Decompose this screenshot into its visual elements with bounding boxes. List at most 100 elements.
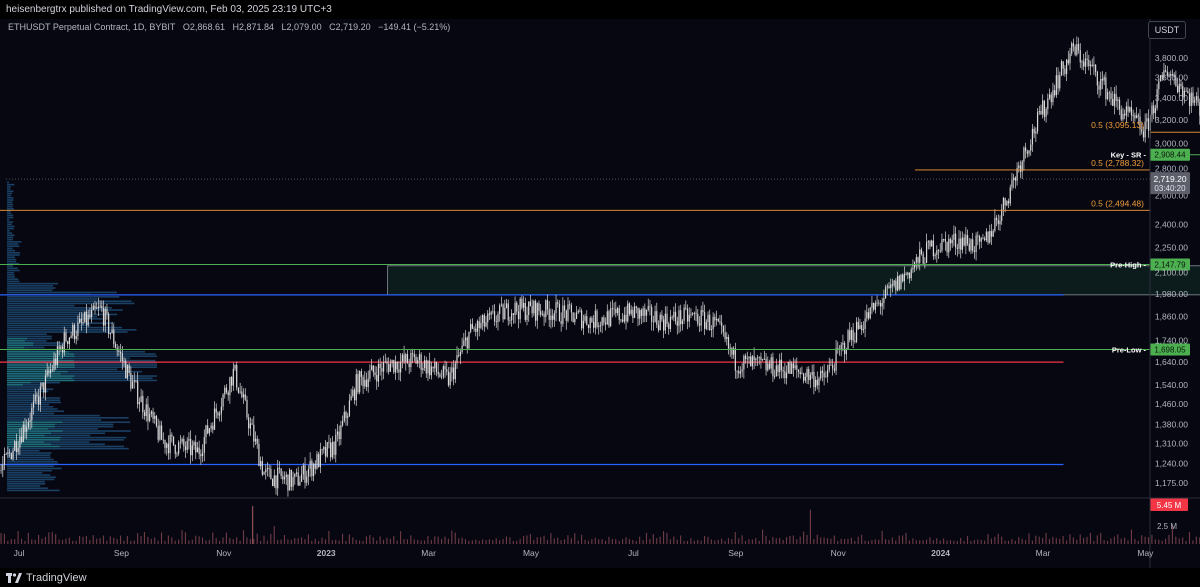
candle-body	[845, 349, 847, 355]
candle-body	[505, 303, 508, 308]
volume-bar	[963, 540, 965, 544]
volume-bar	[990, 538, 992, 544]
volume-profile-bar	[7, 428, 98, 430]
candle-body	[222, 394, 224, 407]
candle-body	[978, 236, 981, 242]
candle-body	[654, 311, 656, 322]
candle-body	[705, 322, 707, 329]
volume-profile-value-area	[7, 353, 74, 355]
currency-button[interactable]: USDT	[1148, 21, 1186, 39]
candle-body	[347, 416, 349, 418]
candle-body	[1081, 61, 1083, 63]
candle-body	[73, 324, 76, 340]
candle-body	[237, 387, 240, 393]
volume-profile-bar	[7, 183, 15, 186]
volume-bar	[748, 539, 750, 544]
volume-profile-bar	[7, 236, 14, 239]
candle-body	[1091, 64, 1093, 66]
candle-body	[734, 348, 736, 371]
volume-profile-bar	[7, 278, 19, 281]
price-tick: 1,240.00	[1155, 458, 1188, 468]
candle-body	[360, 371, 362, 377]
tradingview-logo[interactable]: TradingView	[6, 572, 87, 584]
candle-body	[394, 361, 397, 373]
candle-body	[391, 360, 393, 364]
candle-body	[854, 340, 856, 342]
candle-body	[1117, 99, 1119, 101]
candle-body	[541, 313, 543, 315]
candle-body	[38, 396, 40, 405]
candle-body	[432, 366, 434, 369]
candle-body	[620, 319, 622, 321]
volume-bar	[936, 538, 938, 544]
candle-body	[1042, 100, 1044, 115]
volume-bar	[485, 540, 487, 544]
volume-bar	[717, 539, 719, 544]
candle-body	[234, 364, 236, 369]
volume-bar	[51, 531, 53, 544]
candle-body	[1146, 118, 1148, 122]
chart-area[interactable]: 0.5 (3,095.13) Key - SR - 2,908.44 0.5 (2,7…	[0, 19, 1200, 568]
candle-body	[1158, 81, 1160, 90]
volume-bar	[1018, 537, 1020, 544]
volume-bar	[55, 534, 57, 544]
volume-bar	[345, 540, 347, 544]
chart-canvas[interactable]: 0.5 (3,095.13) Key - SR - 2,908.44 0.5 (2,7…	[0, 19, 1200, 568]
volume-bar	[92, 535, 94, 544]
volume-profile-bar	[7, 432, 106, 435]
volume-bar	[423, 540, 426, 544]
volume-bar	[154, 537, 156, 544]
candle-body	[753, 356, 755, 361]
candle-body	[1120, 109, 1122, 120]
candle-body	[596, 310, 598, 327]
time-tick: Nov	[216, 548, 232, 558]
candle-body	[657, 324, 660, 331]
volume-profile-bar	[7, 329, 137, 331]
volume-bar	[1031, 540, 1033, 544]
volume-bar	[198, 536, 200, 544]
volume-bar	[854, 540, 856, 544]
candle-body	[46, 370, 48, 376]
candle-body	[1060, 61, 1063, 76]
candle-body	[1171, 74, 1174, 75]
candle-body	[821, 370, 824, 373]
candle-body	[34, 394, 36, 402]
volume-bar	[1182, 537, 1184, 544]
candle-body	[12, 450, 14, 460]
price-tick: 1,460.00	[1155, 399, 1188, 409]
volume-bar	[581, 534, 583, 544]
volume-bar	[417, 539, 419, 544]
candle-body	[982, 238, 984, 240]
volume-bar	[61, 539, 64, 544]
volume-bar	[1055, 538, 1057, 544]
candle-body	[1054, 90, 1056, 96]
volume-bar	[482, 539, 484, 544]
volume-bar	[191, 539, 193, 544]
candle-body	[338, 431, 340, 440]
candle-body	[622, 319, 624, 322]
volume-bar	[1147, 537, 1150, 544]
volume-bar	[792, 535, 794, 544]
candle-body	[504, 307, 506, 320]
candle-body	[278, 467, 281, 469]
candle-body	[664, 313, 666, 331]
volume-profile-value-area	[7, 368, 57, 371]
candle-body	[729, 347, 731, 349]
candle-body	[563, 305, 566, 311]
candle-body	[458, 355, 460, 356]
volume-bar	[396, 540, 398, 544]
volume-bar	[567, 535, 569, 544]
candle-body	[994, 217, 996, 231]
candle-body	[1045, 109, 1047, 117]
volume-bar	[840, 538, 842, 544]
symbol-title[interactable]: ETHUSDT Perpetual Contract, 1D, BYBIT	[8, 22, 176, 32]
volume-bar	[215, 538, 217, 544]
volume-bar	[516, 540, 518, 544]
candle-body	[174, 444, 176, 454]
candle-body	[84, 311, 86, 322]
volume-profile-bar	[7, 454, 51, 457]
volume-profile-bar	[7, 434, 91, 437]
candle-body	[130, 372, 132, 389]
volume-bar	[1048, 538, 1051, 544]
candle-body	[434, 362, 436, 369]
